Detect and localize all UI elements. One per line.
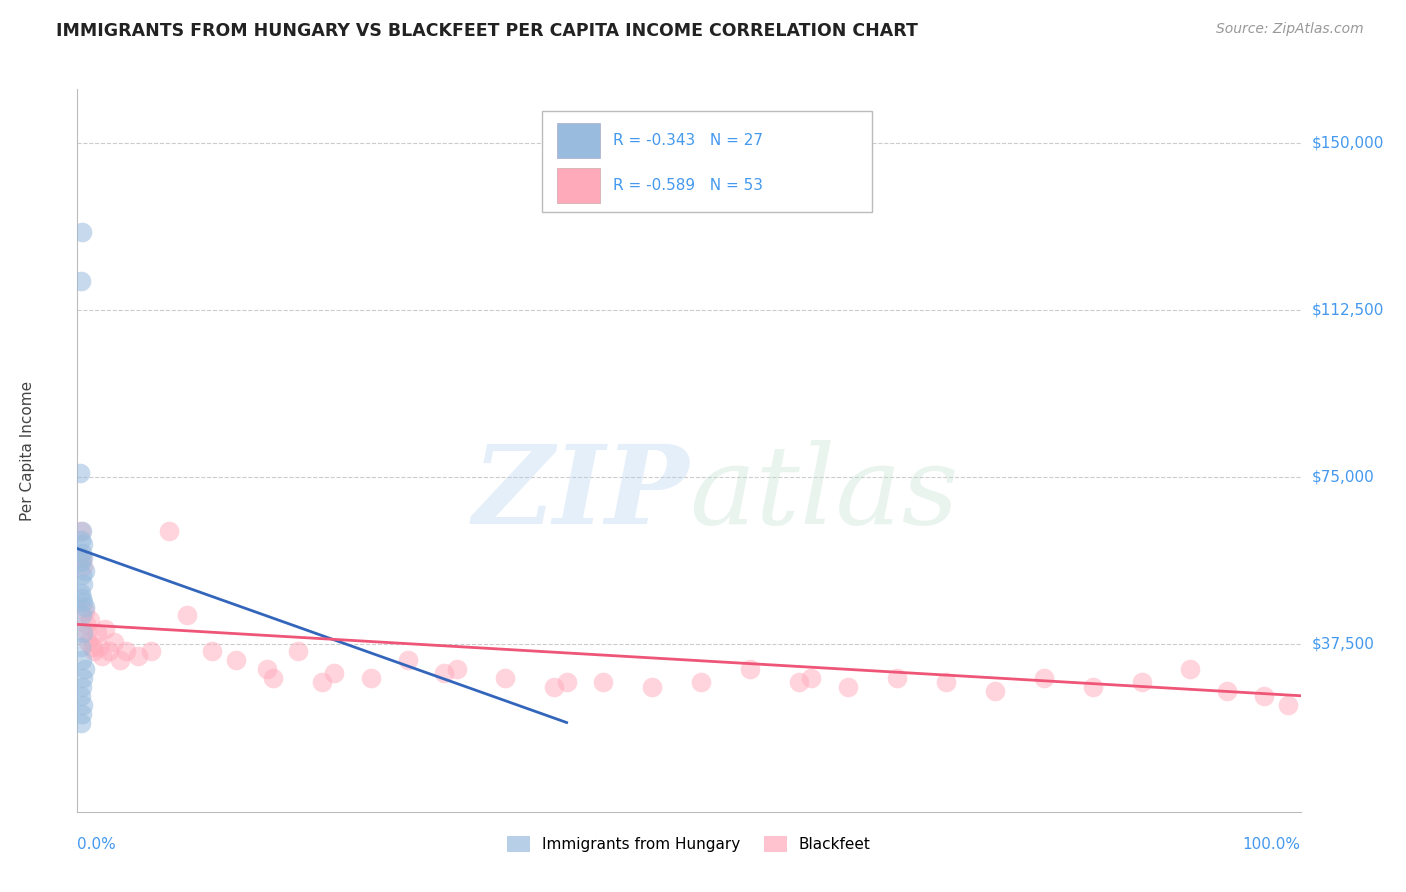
Point [127, 648, 149, 663]
Point [77, 635, 100, 649]
Point [72, 671, 94, 685]
Text: 100.0%: 100.0% [1243, 837, 1301, 852]
Point [70, 274, 93, 288]
Point [323, 666, 346, 681]
Point [935, 675, 957, 690]
Point [86, 626, 108, 640]
Point [70, 555, 93, 569]
Text: R = -0.589   N = 53: R = -0.589 N = 53 [613, 178, 763, 193]
Point [72, 698, 94, 712]
Point [446, 662, 468, 676]
Point [1081, 680, 1104, 694]
Point [70, 225, 93, 239]
Text: $37,500: $37,500 [1312, 637, 1375, 652]
Point [70, 568, 93, 582]
Point [1216, 684, 1239, 698]
Point [70, 680, 93, 694]
Point [837, 680, 859, 694]
FancyBboxPatch shape [543, 111, 873, 212]
Point [360, 671, 382, 685]
Point [70, 550, 93, 565]
Point [73, 599, 96, 614]
Point [543, 680, 565, 694]
Text: 0.0%: 0.0% [77, 837, 117, 852]
Point [262, 671, 284, 685]
Point [72, 537, 94, 551]
Text: atlas: atlas [689, 440, 959, 548]
Point [79, 613, 101, 627]
Text: R = -0.343   N = 27: R = -0.343 N = 27 [613, 133, 763, 148]
Point [72, 626, 94, 640]
Point [1277, 698, 1299, 712]
Point [72, 550, 94, 565]
Point [73, 662, 96, 676]
Point [886, 671, 908, 685]
Point [73, 564, 96, 578]
Point [256, 662, 278, 676]
Point [287, 644, 309, 658]
Point [1180, 662, 1202, 676]
Point [1130, 675, 1153, 690]
Point [70, 608, 93, 623]
Point [80, 640, 103, 654]
Point [72, 559, 94, 574]
Point [70, 546, 93, 560]
Point [70, 533, 93, 547]
Point [69, 466, 91, 480]
Point [103, 635, 125, 649]
Point [70, 715, 93, 730]
Legend: Immigrants from Hungary, Blackfeet: Immigrants from Hungary, Blackfeet [501, 830, 877, 858]
Text: $150,000: $150,000 [1312, 136, 1384, 150]
Point [157, 524, 180, 538]
Point [176, 608, 198, 623]
Point [984, 684, 1007, 698]
Point [108, 653, 131, 667]
Text: $112,500: $112,500 [1312, 302, 1384, 318]
Point [98, 644, 121, 658]
FancyBboxPatch shape [557, 123, 599, 158]
Point [225, 653, 247, 667]
FancyBboxPatch shape [557, 168, 599, 202]
Point [1253, 689, 1275, 703]
Point [70, 689, 93, 703]
Point [1032, 671, 1054, 685]
Point [70, 524, 93, 538]
Point [396, 653, 419, 667]
Point [90, 648, 112, 663]
Point [83, 644, 105, 658]
Point [89, 640, 111, 654]
Point [70, 524, 93, 538]
Point [800, 671, 823, 685]
Point [690, 675, 713, 690]
Point [94, 622, 117, 636]
Point [311, 675, 333, 690]
Point [70, 706, 93, 721]
Text: IMMIGRANTS FROM HUNGARY VS BLACKFEET PER CAPITA INCOME CORRELATION CHART: IMMIGRANTS FROM HUNGARY VS BLACKFEET PER… [56, 22, 918, 40]
Text: Source: ZipAtlas.com: Source: ZipAtlas.com [1216, 22, 1364, 37]
Point [75, 617, 97, 632]
Point [70, 653, 93, 667]
Point [433, 666, 456, 681]
Point [201, 644, 224, 658]
Point [70, 591, 93, 605]
Point [70, 586, 93, 600]
Point [73, 604, 96, 618]
Point [76, 626, 98, 640]
Point [641, 680, 664, 694]
Point [495, 671, 517, 685]
Point [555, 675, 578, 690]
Text: ZIP: ZIP [472, 440, 689, 548]
Text: $75,000: $75,000 [1312, 470, 1375, 484]
Point [139, 644, 162, 658]
Point [70, 640, 93, 654]
Point [72, 577, 94, 591]
Point [72, 595, 94, 609]
Point [592, 675, 614, 690]
Text: Per Capita Income: Per Capita Income [20, 380, 35, 521]
Point [115, 644, 138, 658]
Point [740, 662, 762, 676]
Point [787, 675, 810, 690]
